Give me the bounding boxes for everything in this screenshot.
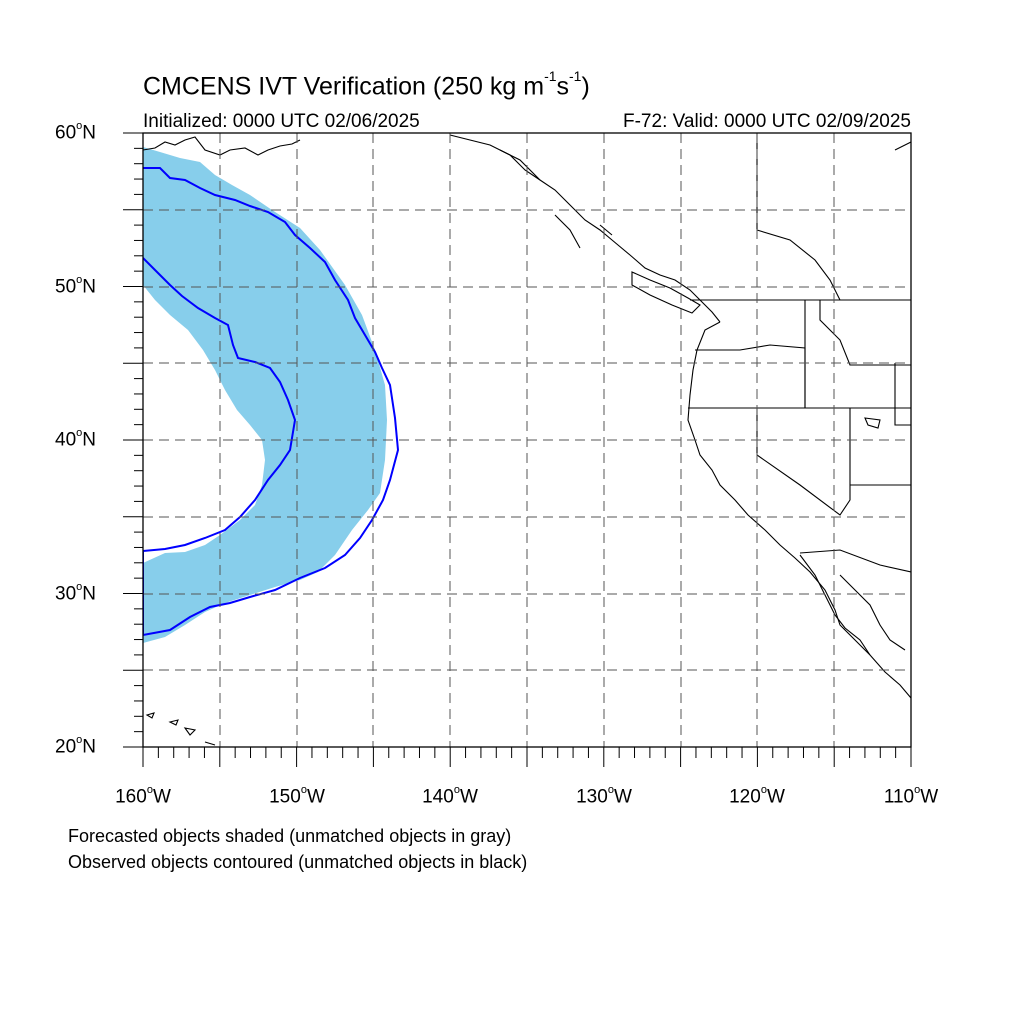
forecast-note: Forecasted objects shaded (unmatched obj… <box>68 826 512 846</box>
y-tick-label: 30oN <box>55 581 96 605</box>
y-tick-label: 20oN <box>55 734 96 758</box>
x-tick-label: 120oW <box>729 784 785 808</box>
x-tick-label: 110oW <box>883 784 939 808</box>
coastlines <box>143 133 911 746</box>
x-tick-label: 140oW <box>422 784 478 808</box>
x-tick-label: 150oW <box>269 784 325 808</box>
initialized-time: Initialized: 0000 UTC 02/06/2025 <box>143 111 420 132</box>
x-tick-label: 160oW <box>115 784 171 808</box>
axis-ticks <box>123 132 912 767</box>
y-tick-label: 50oN <box>55 274 96 298</box>
x-tick-label: 130oW <box>576 784 632 808</box>
forecast-ivt-object <box>143 147 387 643</box>
graticule <box>143 133 911 747</box>
y-tick-label: 40oN <box>55 427 96 451</box>
valid-time: F-72: Valid: 0000 UTC 02/09/2025 <box>623 111 911 132</box>
observed-note: Observed objects contoured (unmatched ob… <box>68 852 528 872</box>
y-tick-label: 60oN <box>55 120 96 144</box>
map-title: CMCENS IVT Verification (250 kg m-1s-1) <box>143 68 590 101</box>
